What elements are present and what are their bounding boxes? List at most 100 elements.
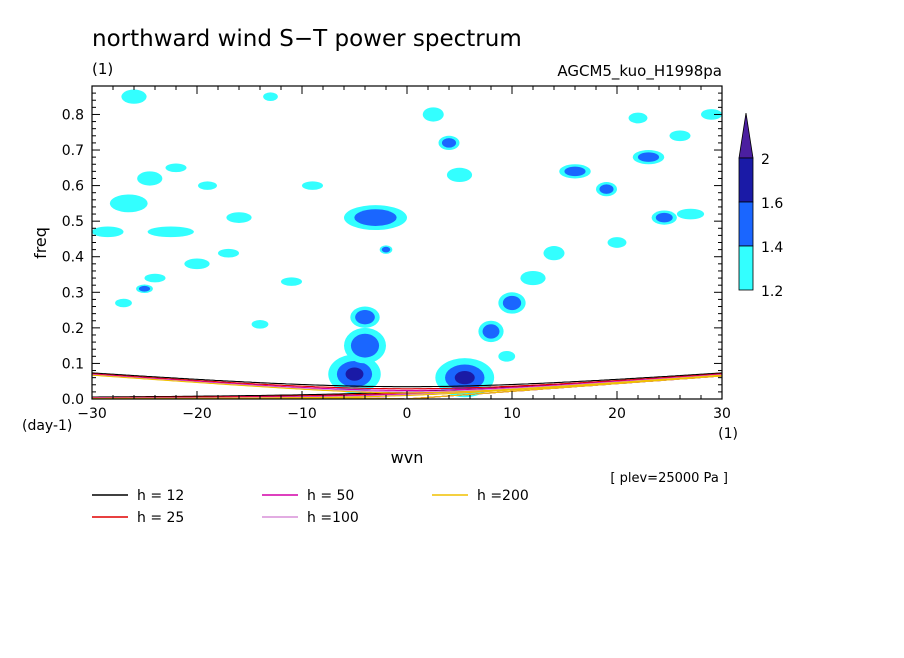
contour-level-2 [637,152,660,162]
contour-blob [651,210,677,225]
contour-level-1 [165,163,187,173]
contour-blob [281,277,302,286]
contour-level-1 [422,107,444,122]
contour-blob [344,327,386,364]
legend-label: h =100 [307,510,359,526]
contour-level-1 [676,208,705,220]
contour-level-2 [482,324,500,339]
y-tick-label: 0.7 [62,143,84,159]
contour-level-3 [454,371,475,385]
x-tick-label: 10 [503,406,521,422]
contour-blob [218,248,239,258]
y-tick-label: 0.1 [62,356,84,372]
contour-level-1 [543,246,565,261]
contour-blob [478,320,504,343]
contour-blob [344,205,407,231]
contour-level-1 [302,181,323,190]
contour-level-1 [115,298,132,308]
unit-label: (1) [92,60,113,78]
colorbar: 1.2 1.4 1.6 2 [738,112,783,300]
contour-level-2 [655,212,673,223]
colorbar-extension [738,112,754,159]
contour-blob [263,92,278,101]
plot-background [92,86,722,399]
x-axis-label: wvn [391,448,424,467]
contour-blob [632,150,665,165]
contour-blob [543,246,565,261]
contour-level-1 [121,89,147,104]
x-tick-label: −20 [182,406,212,422]
contour-blob [251,320,269,329]
contour-level-2 [599,184,614,194]
contour-level-2 [564,166,586,177]
curve-legend: h = 12 h = 25 h = 50 h =100 h =200 [92,488,529,526]
x-tick-label: 30 [713,406,731,422]
contour-level-1 [137,171,163,186]
contour-blob [226,212,252,223]
x-tick-label: 20 [608,406,626,422]
contour-level-1 [109,194,148,213]
x-tick-label: 0 [403,406,412,422]
contour-blob [438,135,460,151]
contour-blob [121,89,147,104]
colorbar-label: 2 [761,152,770,168]
level-label: [ plev=25000 Pa ] [610,471,728,486]
dispersion-curve [406,375,722,399]
chart-title: northward wind S−T power spectrum [92,26,522,52]
contour-blob [198,181,217,190]
contour-blob [109,194,148,213]
y-tick-label: 0.0 [62,392,84,408]
legend-label: h = 12 [137,488,184,504]
contour-blob [669,130,691,142]
y-tick-label: 0.6 [62,179,84,195]
colorbar-swatch [738,157,754,203]
x-axis-ticks: −30 −20 −10 0 10 20 30 [77,86,731,422]
contour-blob [559,164,591,179]
contour-level-1 [218,248,239,258]
contour-level-1 [607,237,627,248]
y-axis-label: freq [31,227,50,259]
contour-blob [165,163,187,173]
contour-level-1 [498,350,516,362]
colorbar-label: 1.2 [761,284,783,300]
contour-blob [628,112,648,124]
y-tick-label: 0.2 [62,321,84,337]
contour-level-1 [628,112,648,124]
colorbar-label: 1.6 [761,196,783,212]
contour-blob [92,226,124,238]
y-tick-label: 0.4 [62,250,84,266]
y-axis-ticks: 0.0 0.1 0.2 0.3 0.4 0.5 0.6 0.7 0.8 [62,92,722,408]
colorbar-swatch [738,201,754,247]
y-tick-label: 0.5 [62,214,84,230]
x-tick-label: −10 [287,406,317,422]
contour-level-1 [281,277,302,286]
contour-level-2 [350,333,380,358]
contour-level-2 [381,246,391,253]
contour-blob [596,182,617,197]
contour-blob [422,107,444,122]
contour-level-1 [520,270,546,286]
contour-level-1 [701,109,722,120]
contour-level-1 [226,212,252,223]
contour-level-2 [441,138,457,148]
y-tick-label: 0.3 [62,285,84,301]
run-label: AGCM5_kuo_H1998pa [557,62,722,81]
legend-label: h = 50 [307,488,354,504]
contour-level-1 [669,130,691,142]
contour-blob [498,350,516,362]
contour-blob [115,298,132,308]
contour-level-2 [138,285,151,292]
contour-level-1 [184,258,210,270]
contour-blob [302,181,323,190]
colorbar-label: 1.4 [761,240,783,256]
contour-blob [136,284,153,294]
contour-level-3 [345,367,364,381]
contour-level-1 [446,167,473,183]
y-axis-unit: (day-1) [22,418,72,434]
x-axis-unit: (1) [718,426,738,442]
contour-blob [350,306,380,328]
contour-level-1 [251,320,269,329]
contour-level-1 [263,92,278,101]
dispersion-curve [92,372,722,388]
